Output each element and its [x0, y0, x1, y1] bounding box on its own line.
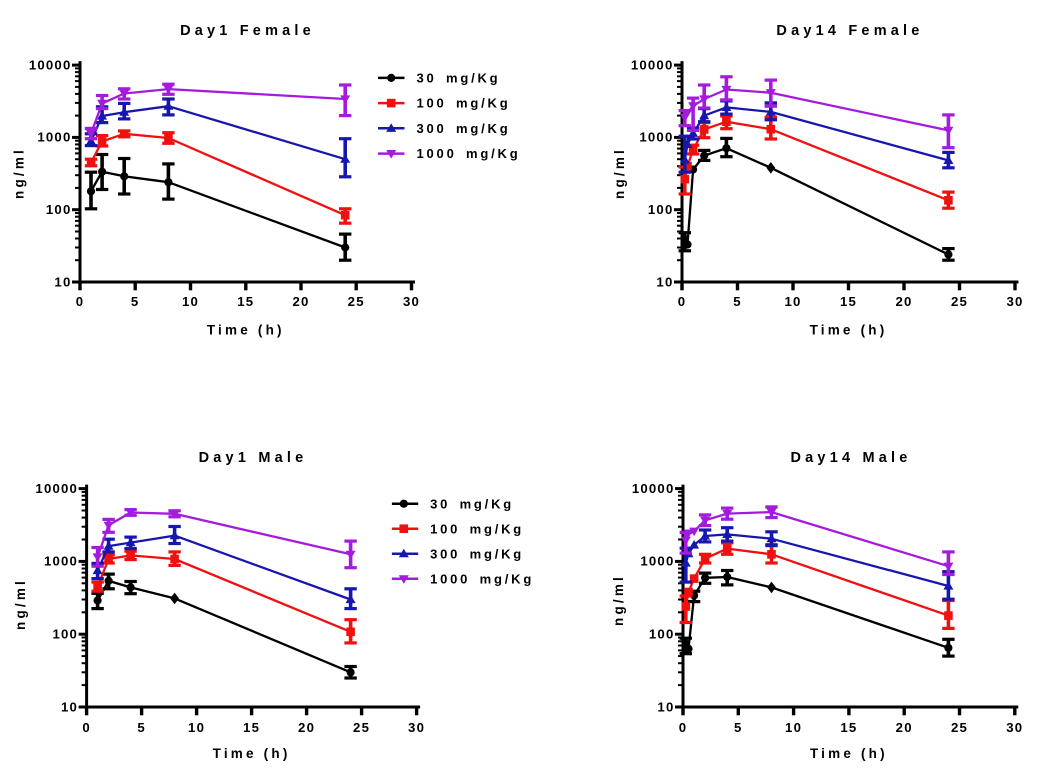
svg-text:30 mg/Kg: 30 mg/Kg: [417, 71, 501, 86]
svg-text:10: 10: [657, 699, 674, 714]
svg-text:10: 10: [61, 699, 78, 714]
svg-text:25: 25: [951, 294, 968, 309]
svg-text:5: 5: [734, 720, 743, 735]
svg-text:10: 10: [784, 294, 801, 309]
svg-text:20: 20: [896, 720, 913, 735]
svg-text:25: 25: [353, 720, 370, 735]
svg-text:100 mg/Kg: 100 mg/Kg: [417, 96, 511, 111]
svg-text:20: 20: [298, 720, 315, 735]
svg-text:10: 10: [182, 294, 199, 309]
svg-text:300 mg/Kg: 300 mg/Kg: [417, 121, 511, 136]
svg-text:15: 15: [243, 720, 260, 735]
svg-text:ng/ml: ng/ml: [612, 147, 627, 199]
svg-text:25: 25: [348, 294, 365, 309]
svg-text:5: 5: [733, 294, 742, 309]
svg-text:Day1 Female: Day1 Female: [180, 23, 315, 39]
svg-text:100: 100: [649, 627, 675, 642]
svg-text:10000: 10000: [35, 481, 78, 496]
svg-text:0: 0: [76, 294, 85, 309]
svg-text:10: 10: [656, 274, 673, 289]
svg-text:ng/ml: ng/ml: [611, 574, 626, 626]
svg-text:1000: 1000: [640, 554, 674, 569]
svg-text:30: 30: [1006, 294, 1023, 309]
svg-text:Time (h): Time (h): [207, 323, 285, 338]
svg-text:300 mg/Kg: 300 mg/Kg: [430, 546, 524, 561]
svg-text:1000: 1000: [44, 554, 78, 569]
svg-text:15: 15: [840, 720, 857, 735]
svg-text:0: 0: [82, 720, 91, 735]
svg-text:15: 15: [840, 294, 857, 309]
svg-text:30: 30: [403, 294, 420, 309]
svg-text:0: 0: [678, 294, 687, 309]
svg-text:1000: 1000: [37, 130, 71, 145]
svg-text:5: 5: [137, 720, 146, 735]
svg-text:ng/ml: ng/ml: [12, 147, 27, 199]
svg-text:100: 100: [648, 202, 674, 217]
svg-text:10: 10: [785, 720, 802, 735]
svg-text:100: 100: [52, 627, 78, 642]
svg-text:1000 mg/Kg: 1000 mg/Kg: [417, 146, 521, 161]
svg-text:1000 mg/Kg: 1000 mg/Kg: [430, 571, 534, 586]
svg-text:10000: 10000: [29, 57, 72, 72]
svg-text:30 mg/Kg: 30 mg/Kg: [430, 496, 514, 511]
svg-text:1000: 1000: [639, 130, 673, 145]
svg-text:100: 100: [46, 202, 72, 217]
svg-text:ng/ml: ng/ml: [13, 578, 28, 630]
svg-text:100 mg/Kg: 100 mg/Kg: [430, 521, 524, 536]
svg-text:Day14 Female: Day14 Female: [776, 23, 923, 39]
svg-text:30: 30: [408, 720, 425, 735]
svg-text:0: 0: [679, 720, 688, 735]
svg-text:Day1 Male: Day1 Male: [199, 450, 308, 466]
svg-text:20: 20: [292, 294, 309, 309]
svg-text:10: 10: [54, 274, 71, 289]
svg-text:Time (h): Time (h): [810, 746, 888, 761]
svg-text:10000: 10000: [631, 57, 674, 72]
svg-text:30: 30: [1006, 720, 1023, 735]
svg-text:5: 5: [131, 294, 140, 309]
svg-text:10000: 10000: [632, 481, 675, 496]
svg-text:20: 20: [895, 294, 912, 309]
svg-text:10: 10: [188, 720, 205, 735]
svg-text:Time (h): Time (h): [810, 323, 888, 338]
svg-text:25: 25: [951, 720, 968, 735]
svg-text:15: 15: [237, 294, 254, 309]
svg-text:Day14 Male: Day14 Male: [791, 450, 912, 466]
svg-text:Time (h): Time (h): [213, 746, 291, 761]
